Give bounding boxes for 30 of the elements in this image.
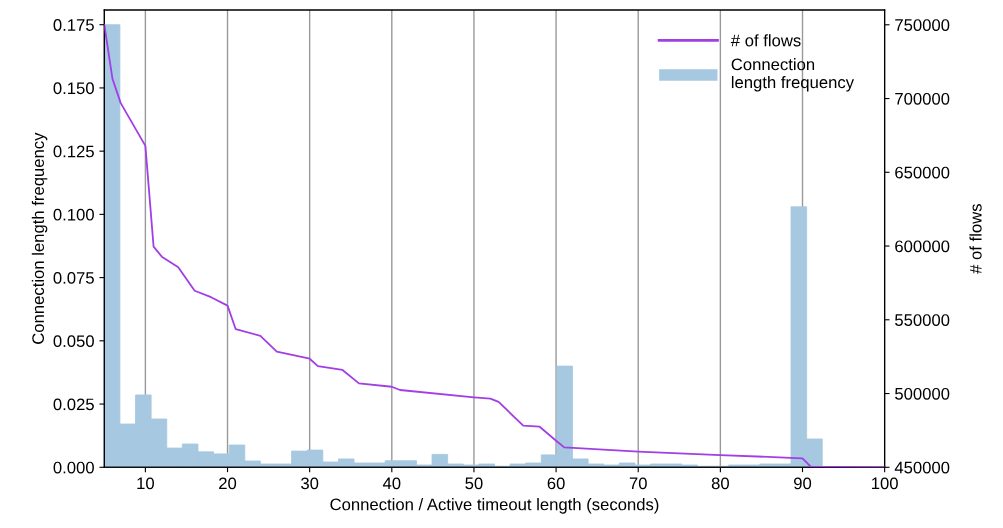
y-axis-title: Connection length frequency (31, 132, 48, 344)
y2-tick-label: 600000 (895, 240, 950, 253)
y2-tick-label: 650000 (895, 166, 950, 179)
y-tick-label: 0.175 (53, 19, 94, 31)
x-tick-label: 40 (382, 477, 401, 490)
y2-axis-title: # of flows (969, 204, 982, 274)
y2-tick-label: 500000 (895, 387, 950, 400)
y-tick-label: 0.050 (53, 335, 94, 348)
x-tick-label: 50 (465, 477, 483, 490)
x-axis-title: Connection / Active timeout length (seconds) (330, 498, 659, 514)
y-tick-label: 0.000 (53, 461, 94, 474)
y-tick-label: 0.150 (53, 82, 94, 95)
legend-label: Connection length frequency (731, 58, 855, 92)
x-tick-label: 60 (547, 477, 565, 490)
legend-label: # of flows (730, 34, 801, 47)
y-tick-label: 0.100 (53, 208, 94, 221)
x-tick-label: 20 (219, 477, 237, 490)
y2-tick-label: 700000 (895, 92, 950, 105)
y2-tick-label: 550000 (895, 314, 950, 326)
x-tick-label: 30 (301, 477, 319, 490)
y-tick-label: 0.125 (53, 145, 94, 158)
x-tick-label: 10 (137, 477, 154, 490)
y2-tick-label: 450000 (894, 461, 950, 474)
x-tick-label: 70 (629, 477, 647, 490)
y-tick-label: 0.075 (53, 272, 94, 284)
x-tick-label: 100 (872, 477, 898, 490)
x-tick-label: 80 (711, 477, 729, 490)
x-tick-label: 90 (794, 477, 812, 490)
y-tick-label: 0.025 (53, 398, 94, 411)
y2-tick-label: 750000 (895, 19, 950, 31)
